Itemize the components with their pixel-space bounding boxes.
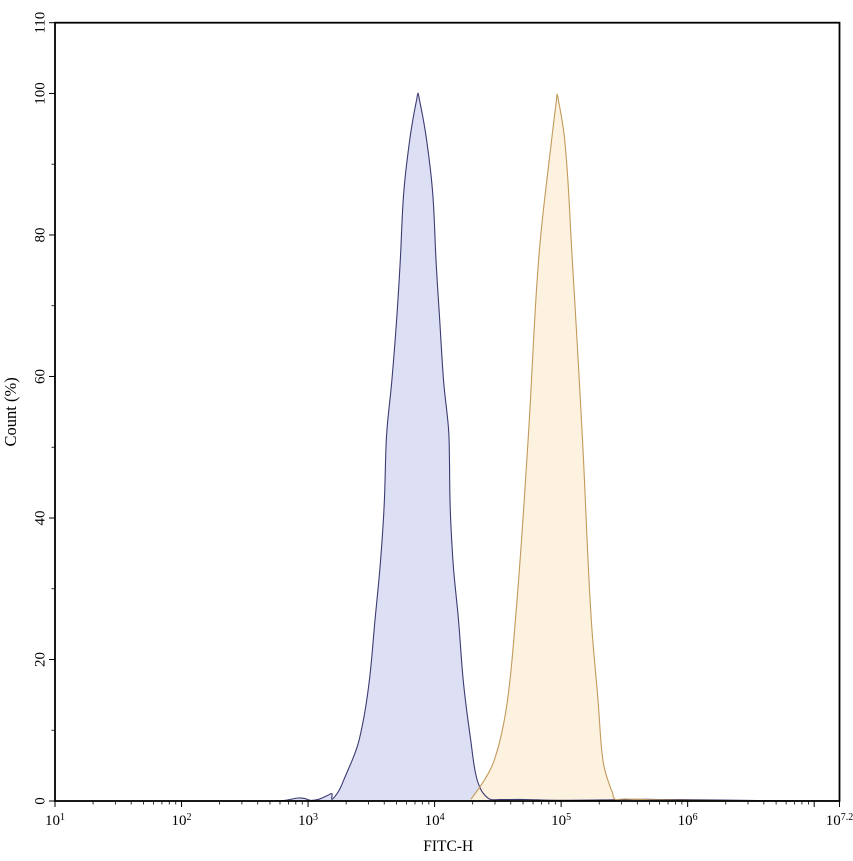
svg-text:110: 110 bbox=[32, 12, 48, 34]
svg-text:FITC-H: FITC-H bbox=[423, 838, 473, 855]
svg-text:0: 0 bbox=[32, 797, 48, 805]
svg-text:20: 20 bbox=[32, 652, 48, 667]
svg-text:40: 40 bbox=[32, 510, 48, 525]
svg-text:80: 80 bbox=[32, 227, 48, 242]
svg-text:Count (%): Count (%) bbox=[1, 377, 20, 446]
svg-text:100: 100 bbox=[32, 82, 48, 105]
svg-text:60: 60 bbox=[32, 369, 48, 384]
